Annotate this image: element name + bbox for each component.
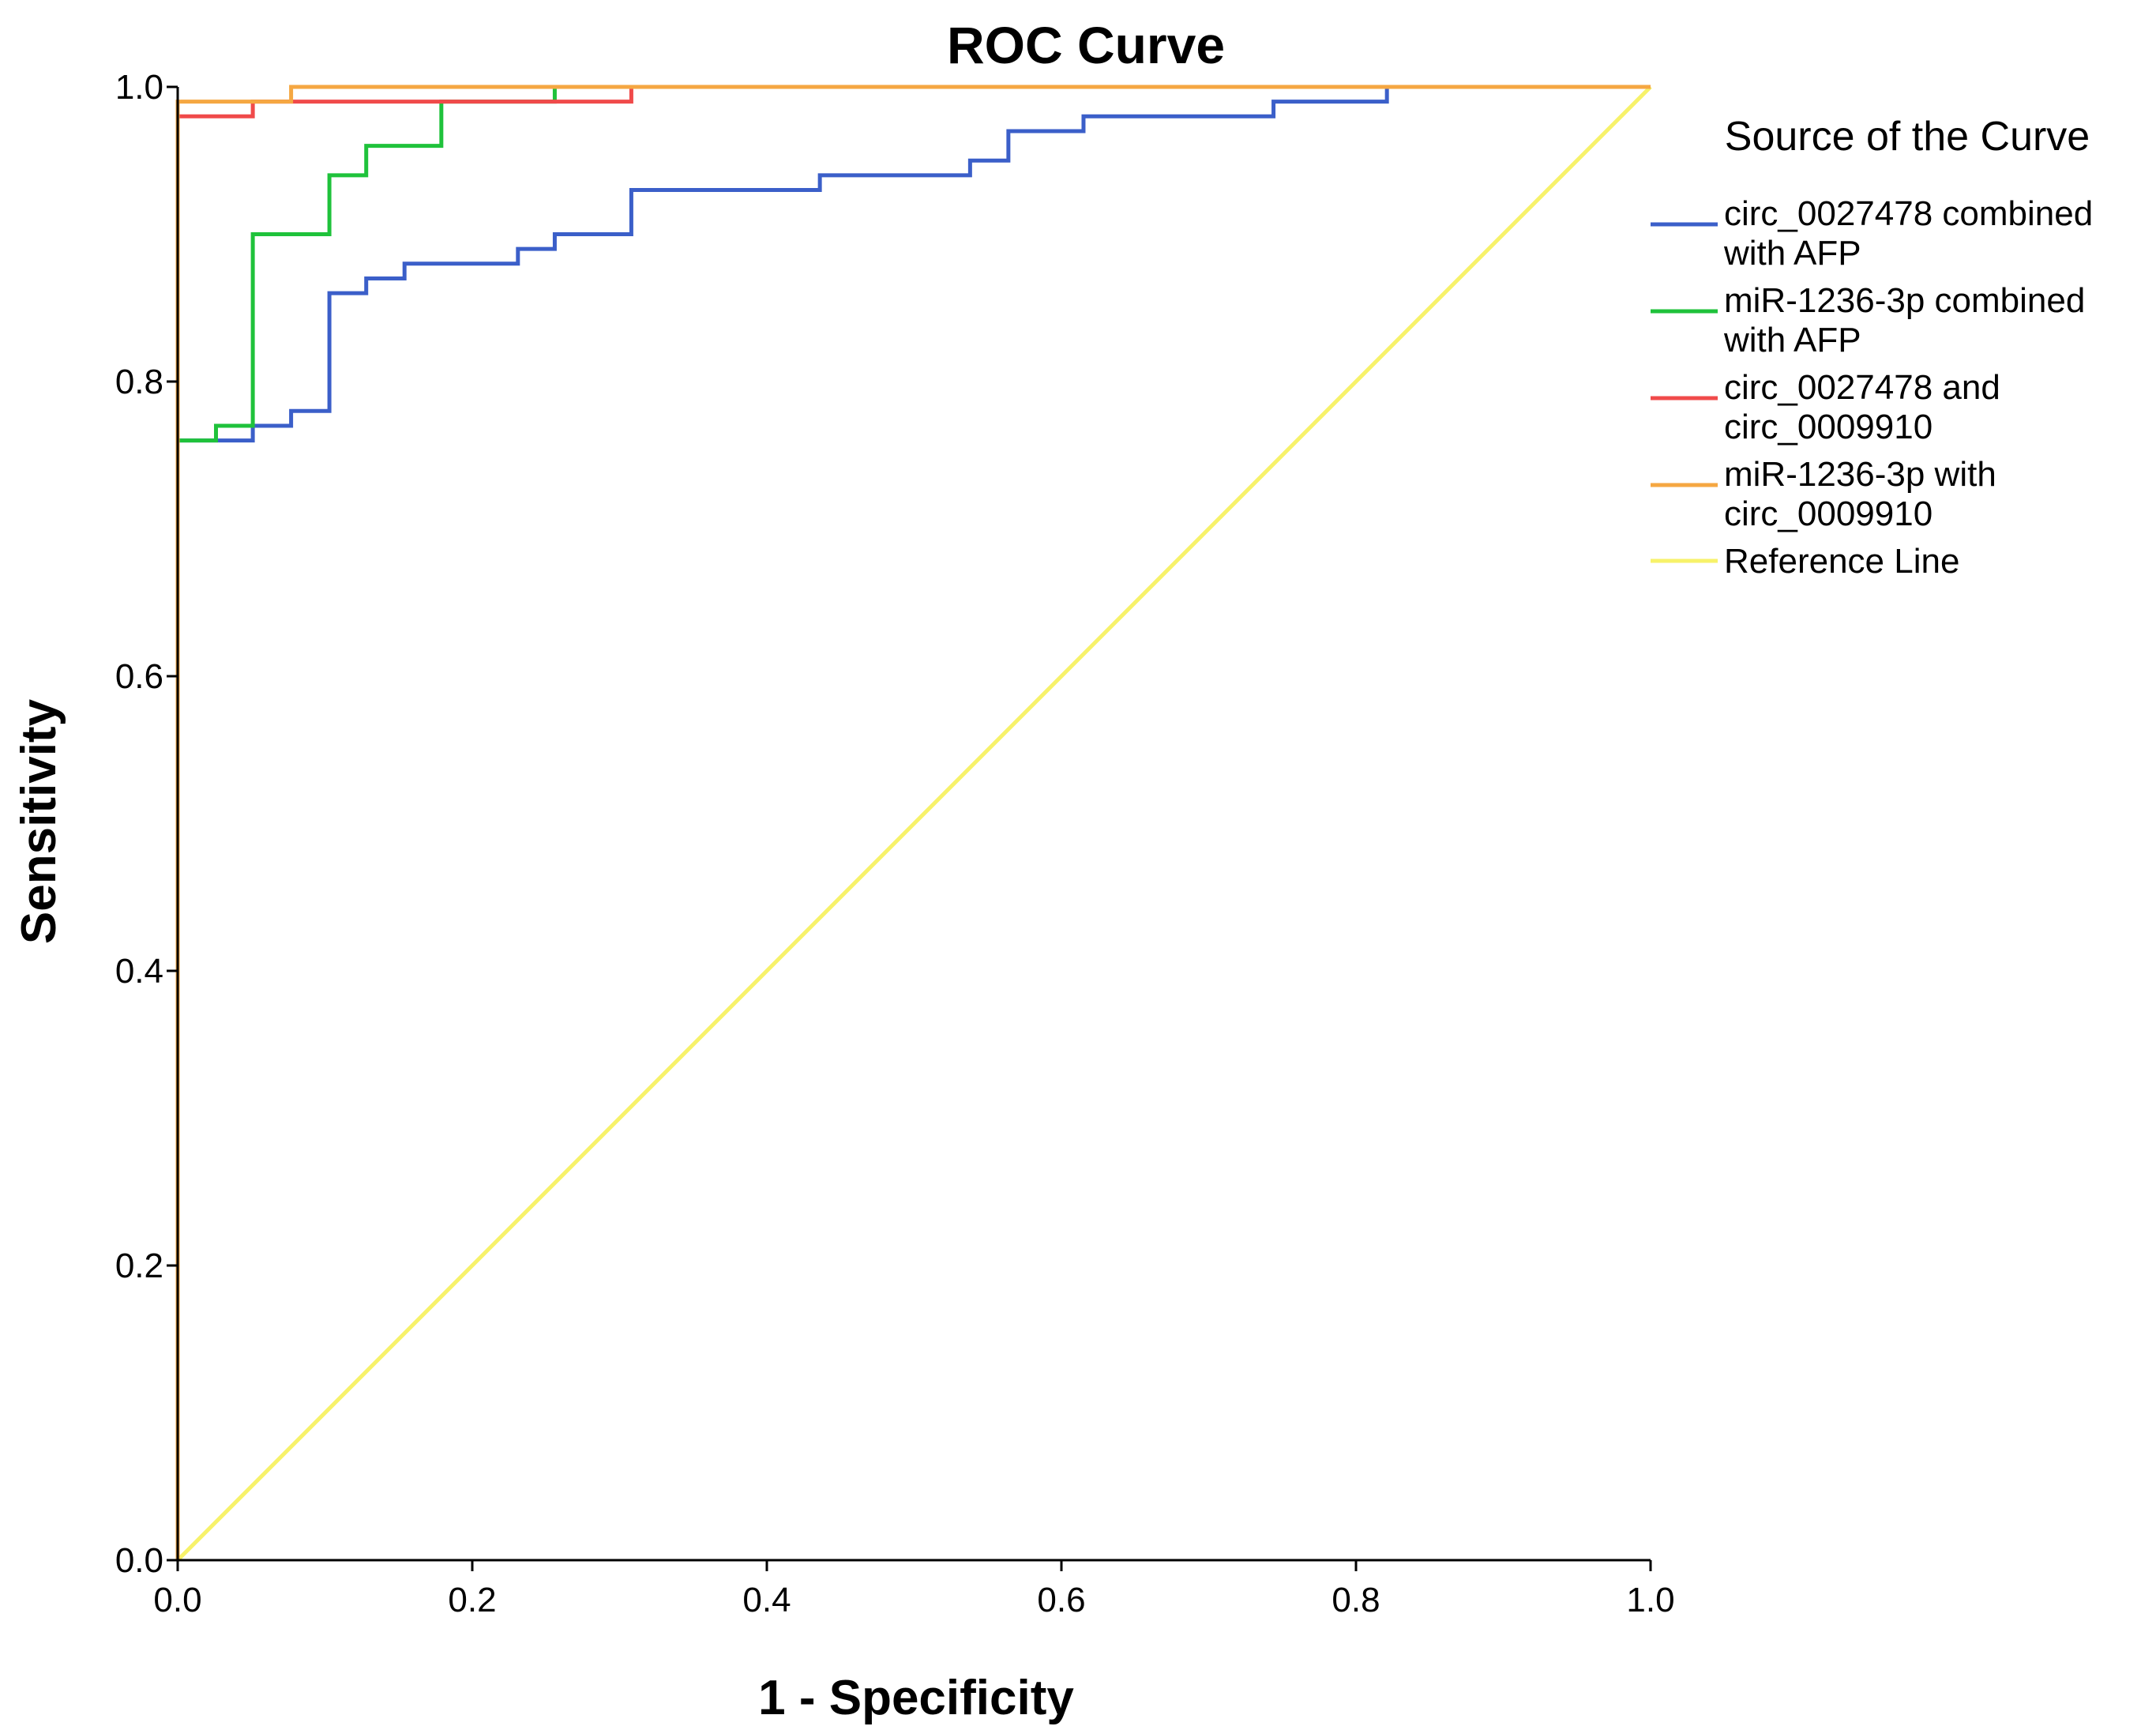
chart-title: ROC Curve xyxy=(947,16,1225,74)
series-line-reference-line xyxy=(176,85,1652,1562)
legend: Source of the Curve circ_0027478 combine… xyxy=(1651,114,2093,581)
y-tick-label: 0.2 xyxy=(115,1247,163,1285)
y-axis-ticks: 0.0 0.2 0.4 0.6 0.8 1.0 xyxy=(115,68,178,1580)
legend-label: circ_0009910 xyxy=(1724,408,1933,446)
y-tick-label: 0.4 xyxy=(115,952,163,991)
legend-title: Source of the Curve xyxy=(1725,114,2090,160)
x-axis-title: 1 - Specificity xyxy=(758,1671,1074,1725)
x-tick-label: 0.6 xyxy=(1037,1581,1085,1619)
legend-label: circ_0027478 combined xyxy=(1724,194,2093,233)
x-tick-label: 0.0 xyxy=(153,1581,201,1619)
series-line-circ-0027478-and-circ-0009910 xyxy=(178,85,1651,118)
x-tick-label: 1.0 xyxy=(1626,1581,1674,1619)
y-tick-label: 1.0 xyxy=(115,68,163,107)
x-axis-ticks: 0.0 0.2 0.4 0.6 0.8 1.0 xyxy=(153,1560,1675,1619)
legend-label: with AFP xyxy=(1723,321,1861,359)
x-tick-label: 0.2 xyxy=(448,1581,496,1619)
legend-label: miR-1236-3p with xyxy=(1724,455,1996,494)
series-line-mir-1236-3p-combined-with-afp xyxy=(178,85,1651,443)
series-layer xyxy=(175,85,1652,1562)
y-tick-label: 0.8 xyxy=(115,363,163,401)
y-tick-label: 0.0 xyxy=(115,1541,163,1580)
legend-label: with AFP xyxy=(1723,234,1861,273)
legend-entry: Reference Line xyxy=(1651,542,1959,581)
legend-label: miR-1236-3p combined xyxy=(1724,281,2085,320)
legend-label: circ_0027478 and xyxy=(1724,368,2000,407)
x-tick-label: 0.4 xyxy=(742,1581,791,1619)
legend-label: Reference Line xyxy=(1724,542,1959,581)
y-axis-title: Sensitivity xyxy=(12,698,66,944)
legend-label: circ_0009910 xyxy=(1724,495,1933,533)
series-line-circ-0027478-combined-with-afp xyxy=(178,85,1651,443)
x-tick-label: 0.8 xyxy=(1332,1581,1380,1619)
y-tick-label: 0.6 xyxy=(115,657,163,696)
plot-area xyxy=(175,85,1652,1562)
